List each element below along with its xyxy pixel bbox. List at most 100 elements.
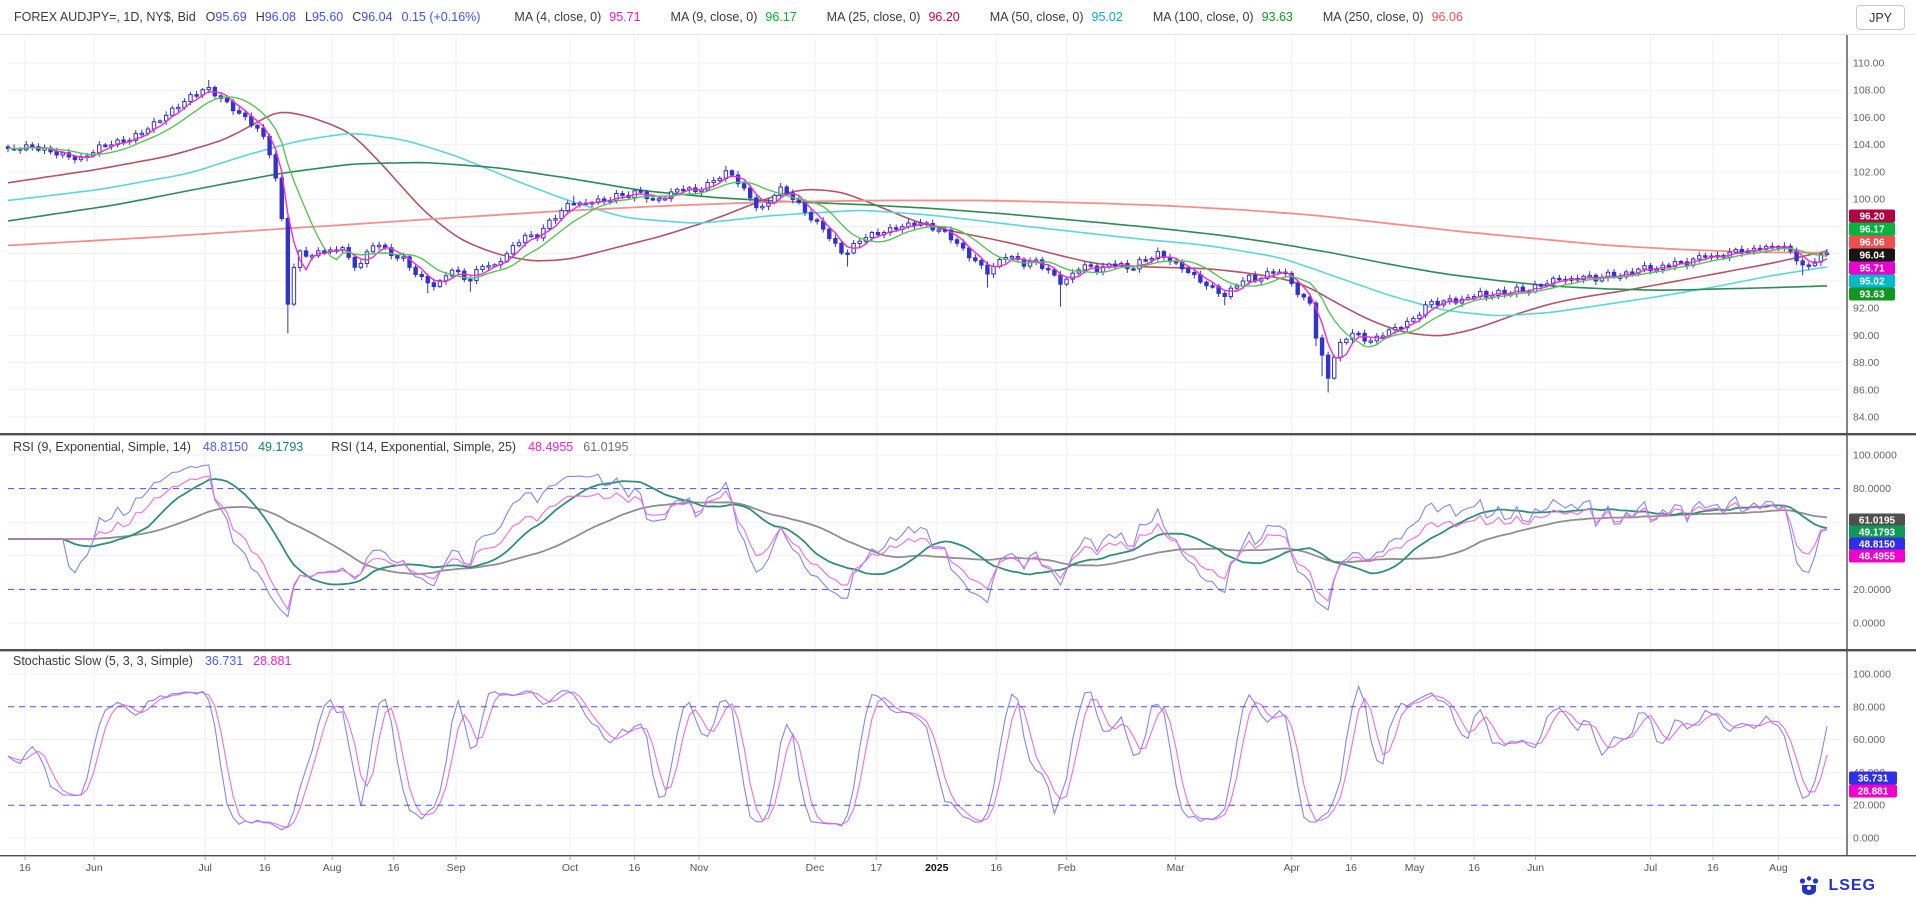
- price-badge: [1849, 274, 1895, 288]
- price-badge: [1849, 261, 1895, 275]
- time-tick-label: 16: [1468, 862, 1480, 874]
- time-tick-label: Sep: [447, 862, 466, 874]
- ma-readout-1: MA (9, close, 0) 96.17: [670, 10, 797, 24]
- time-axis-separator: [0, 855, 1916, 857]
- currency-axis-button[interactable]: JPY: [1856, 5, 1905, 30]
- ma-line-ma250: [7, 199, 1828, 254]
- ma-line-ma4: [7, 90, 1828, 360]
- price-badge-text: 61.0195: [1859, 516, 1896, 527]
- axis-tick-label: 92.00: [1853, 303, 1879, 315]
- axis-tick-label: 0.000: [1853, 833, 1879, 845]
- time-tick-label: 2025: [925, 862, 949, 874]
- axis-tick-label: 100.0000: [1853, 450, 1897, 462]
- ma-readout-2: MA (25, close, 0) 96.20: [826, 10, 960, 24]
- price-badge: [1849, 222, 1895, 236]
- instrument-title: FOREX AUDJPY=, 1D, NY$, Bid: [14, 10, 196, 24]
- price-badge: [1849, 248, 1895, 262]
- axis-tick-label: 60.000: [1853, 734, 1885, 746]
- time-tick-label: Mar: [1167, 862, 1186, 874]
- price-badge-text: 28.881: [1858, 787, 1889, 798]
- price-badge-text: 95.71: [1859, 264, 1884, 275]
- axis-tick-label: 108.00: [1853, 85, 1885, 97]
- price-badge: [1849, 235, 1895, 249]
- candles-series: [5, 80, 1830, 393]
- time-tick-label: Oct: [562, 862, 578, 874]
- axis-tick-label: 86.00: [1853, 384, 1879, 396]
- ohlc-field-l: L95.60: [305, 10, 344, 24]
- chart-header: FOREX AUDJPY=, 1D, NY$, Bid O95.69 H96.08…: [0, 0, 1916, 35]
- axis-tick-label: 104.00: [1853, 139, 1885, 151]
- price-badge-text: 96.06: [1859, 238, 1884, 249]
- axis-tick-label: 80.0000: [1853, 483, 1891, 495]
- time-tick-label: May: [1405, 862, 1426, 874]
- time-tick-label: 16: [19, 862, 31, 874]
- time-tick-label: Jun: [1527, 862, 1544, 874]
- price-badge: [1849, 537, 1905, 551]
- ma-readout-5: MA (250, close, 0) 96.06: [1322, 10, 1463, 24]
- price-badge-text: 96.17: [1859, 225, 1884, 236]
- price-badge: [1849, 784, 1897, 798]
- price-badge: [1849, 513, 1905, 527]
- long-ma-lines: [7, 111, 1828, 337]
- short-ma-lines: [7, 90, 1828, 360]
- price-badge: [1849, 771, 1897, 785]
- indicator-value: 28.881: [253, 654, 292, 668]
- price-badge-text: 96.04: [1859, 251, 1884, 262]
- ma-line-ma100: [7, 161, 1828, 292]
- time-tick-label: Dec: [806, 862, 825, 874]
- time-tick-label: Jul: [1644, 862, 1657, 874]
- indicator-value: 49.1793: [258, 440, 304, 454]
- lseg-crest-icon: [1800, 876, 1819, 895]
- time-tick-label: 16: [259, 862, 271, 874]
- rsi-line: [8, 464, 1828, 618]
- price-badge-text: 96.20: [1859, 212, 1884, 223]
- axis-tick-label: 100.000: [1853, 669, 1891, 681]
- ma-readout-3: MA (50, close, 0) 95.02: [989, 10, 1123, 24]
- ohlc-field-o: O95.69: [205, 10, 247, 24]
- ma-readouts: MA (4, close, 0) 95.71 MA (9, close, 0) 96.…: [514, 10, 1492, 24]
- ma-line-ma9: [7, 96, 1828, 348]
- rsi-line: [8, 501, 1828, 575]
- time-tick-label: 16: [1707, 862, 1719, 874]
- vertical-gridlines: [24, 36, 1779, 855]
- indicator-value: 61.0195: [583, 440, 629, 454]
- time-tick-label: Jul: [198, 862, 211, 874]
- price-badge-text: 93.63: [1859, 290, 1884, 301]
- ma-readout-0: MA (4, close, 0) 95.71: [514, 10, 641, 24]
- axis-tick-label: 100.00: [1853, 194, 1885, 206]
- time-tick-label: 16: [629, 862, 641, 874]
- time-tick-label: Apr: [1283, 862, 1300, 874]
- indicator-value: 36.731: [204, 654, 244, 668]
- indicator-label: RSI (14, Exponential, Simple, 25): [331, 440, 517, 454]
- panel-separator: [0, 433, 1916, 436]
- rsi-panel-header: RSI (9, Exponential, Simple, 14) 48.8150 4…: [13, 440, 638, 454]
- rsi-line: [8, 478, 1828, 586]
- change-value: 0.15 (+0.16%): [401, 10, 481, 24]
- axis-tick-label: 84.00: [1853, 411, 1879, 423]
- axis-tick-label: 0.0000: [1853, 618, 1885, 630]
- time-tick-label: 16: [1345, 862, 1357, 874]
- rsi-lines: [8, 464, 1828, 618]
- time-tick-label: Nov: [690, 862, 709, 874]
- price-badge: [1849, 549, 1905, 563]
- ohlc-field-c: C96.04: [352, 10, 393, 24]
- lseg-logo: LSEG: [1797, 874, 1876, 898]
- time-tick-label: 16: [388, 862, 400, 874]
- time-tick-label: Aug: [323, 862, 342, 874]
- ma-readout-4: MA (100, close, 0) 93.63: [1152, 10, 1293, 24]
- indicator-label: RSI (9, Exponential, Simple, 14): [13, 440, 191, 454]
- time-tick-label: 16: [990, 862, 1002, 874]
- ma-line-ma50: [7, 132, 1828, 317]
- ohlc-readout: O95.69 H96.08 L95.60 C96.04: [206, 10, 402, 24]
- price-badge: [1849, 525, 1905, 539]
- ma-line-ma25: [7, 111, 1828, 337]
- axis-tick-label: 20.0000: [1853, 584, 1891, 596]
- time-tick-label: 17: [871, 862, 883, 874]
- price-badge-text: 95.02: [1859, 277, 1884, 288]
- ohlc-field-h: H96.08: [255, 10, 296, 24]
- price-badge-text: 49.1793: [1859, 528, 1896, 539]
- panel-separator: [0, 649, 1916, 652]
- axis-tick-label: 102.00: [1853, 166, 1885, 178]
